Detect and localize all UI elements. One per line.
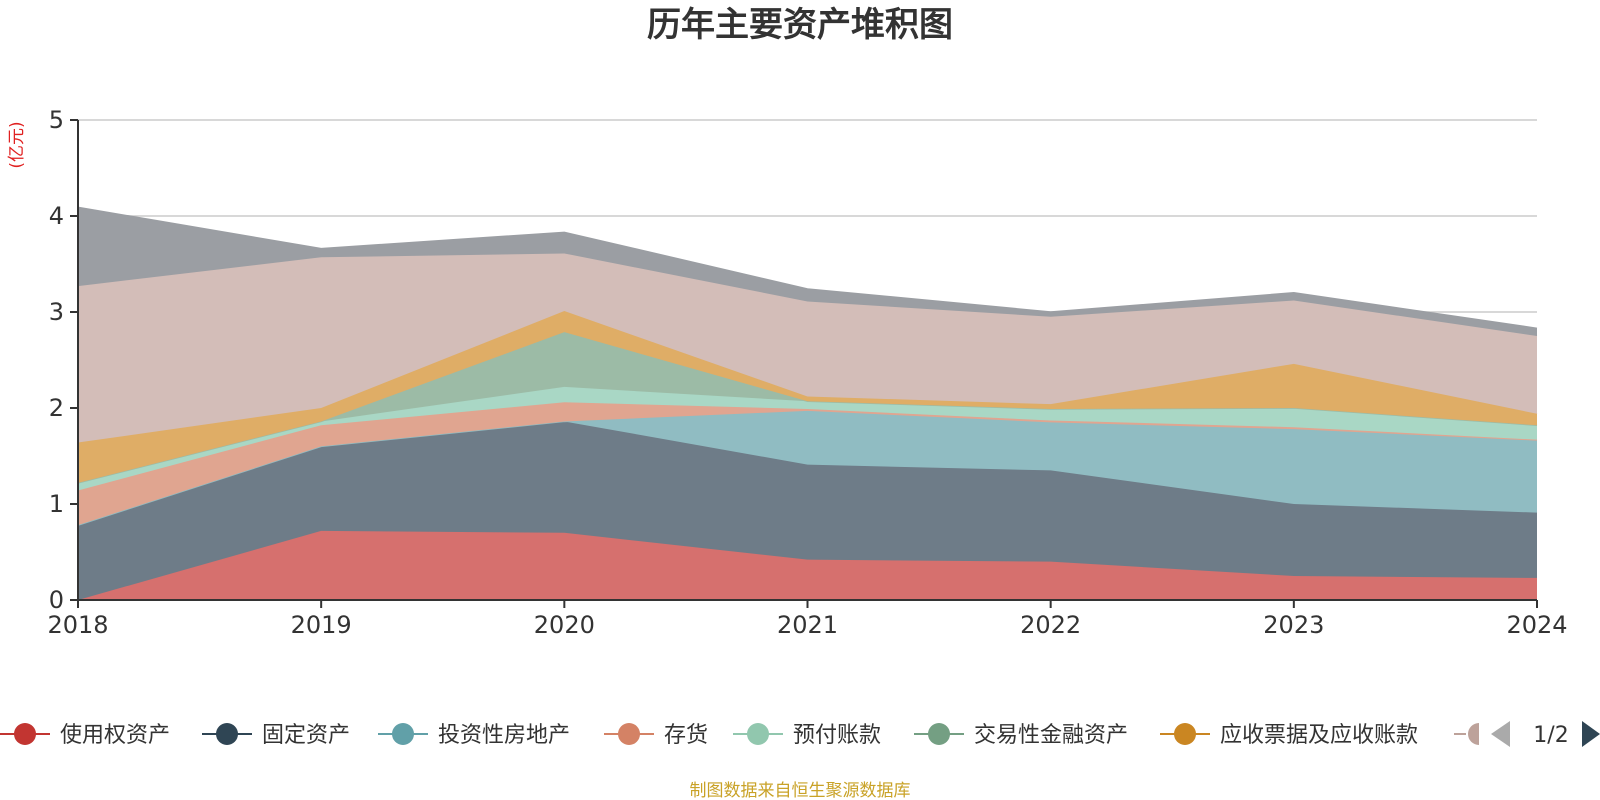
legend-prev-page-arrow-icon[interactable]: [1491, 721, 1510, 747]
y-tick-label-5: 5: [49, 106, 64, 134]
legend-label: 应收票据及应收账款: [1220, 723, 1418, 748]
legend-marker-dot: [1174, 723, 1196, 745]
legend-label: 预付账款: [793, 723, 881, 748]
legend-page-indicator: 1/2: [1533, 723, 1568, 748]
y-tick-label-2: 2: [49, 394, 64, 422]
legend-label: 投资性房地产: [438, 723, 570, 748]
legend-item-4[interactable]: 预付账款: [733, 723, 881, 748]
x-tick-label-6: 2024: [1506, 611, 1567, 639]
legend-marker-dot: [928, 723, 950, 745]
area-series-7: [78, 253, 1537, 443]
x-tick-label-1: 2019: [291, 611, 352, 639]
legend-marker-dot: [1468, 723, 1479, 745]
data-source-note: 制图数据来自恒生聚源数据库: [690, 781, 911, 800]
area-series-group: [77, 206, 1538, 601]
x-tick-label-4: 2022: [1020, 611, 1081, 639]
legend-marker-dot: [392, 723, 414, 745]
area-series-8: [78, 207, 1537, 336]
area-series-5: [78, 332, 1537, 483]
x-tick-label-5: 2023: [1263, 611, 1324, 639]
y-tick-label-1: 1: [49, 490, 64, 518]
legend-label: 固定资产: [262, 723, 350, 748]
legend-item-6[interactable]: 应收票据及应收账款: [1160, 723, 1418, 748]
legend-label: 存货: [664, 723, 708, 748]
area-series-line-8: [77, 206, 1538, 330]
legend-item-2[interactable]: 投资性房地产: [378, 723, 570, 748]
legend-marker-dot: [216, 723, 238, 745]
legend: 使用权资产 固定资产 投资性房地产 存货 预付账款 交易性金融资产 应收票据及应收账款 1/2: [0, 721, 1600, 748]
legend-next-page-arrow-icon[interactable]: [1582, 721, 1600, 747]
area-series-4: [78, 386, 1537, 491]
y-tick-label-0: 0: [49, 586, 64, 614]
legend-label: 交易性金融资产: [974, 723, 1128, 748]
y-tick-label-4: 4: [49, 202, 64, 230]
area-series-1: [78, 421, 1537, 600]
legend-marker-dot: [747, 723, 769, 745]
legend-item-3[interactable]: 存货: [604, 723, 708, 748]
x-tick-label-3: 2021: [777, 611, 838, 639]
legend-marker-dot: [618, 723, 640, 745]
chart-title: 历年主要资产堆积图: [647, 5, 953, 45]
legend-item-7-clipped[interactable]: [1454, 723, 1479, 745]
legend-item-1[interactable]: 固定资产: [202, 723, 350, 748]
y-tick-label-3: 3: [49, 298, 64, 326]
axes: 0 1 2 3 4 5 2018 2019 2020 2021 2022 2023 2024: [47, 106, 1567, 639]
x-tick-label-0: 2018: [47, 611, 108, 639]
x-tick-label-2: 2020: [534, 611, 595, 639]
legend-item-0[interactable]: 使用权资产: [0, 723, 170, 748]
legend-marker-dot: [14, 723, 36, 745]
area-series-0: [78, 530, 1537, 600]
legend-item-5[interactable]: 交易性金融资产: [914, 723, 1128, 748]
legend-label: 使用权资产: [60, 723, 170, 748]
area-series-2: [78, 410, 1537, 526]
area-series-3: [78, 402, 1537, 526]
y-axis-unit-label: (亿元): [7, 121, 27, 168]
